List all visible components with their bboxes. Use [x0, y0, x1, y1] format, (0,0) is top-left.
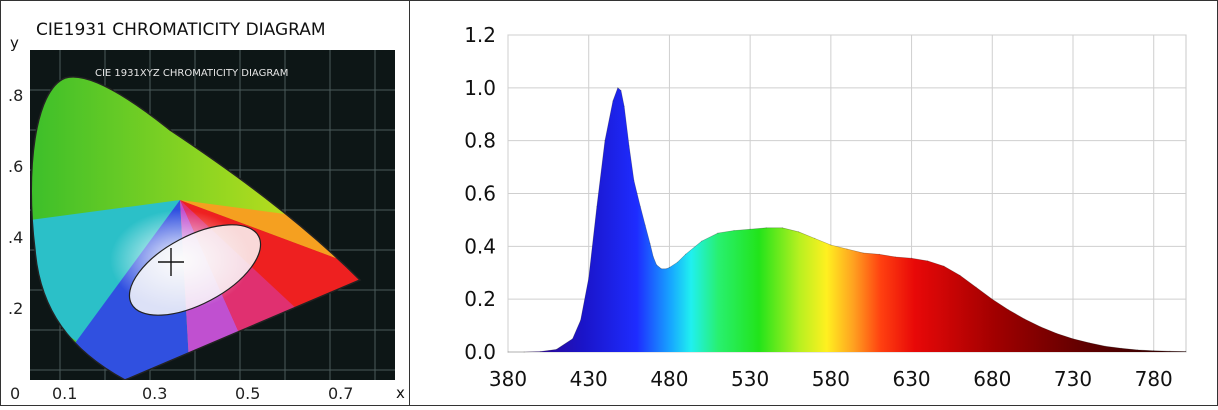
spectrum-point: [1153, 350, 1155, 352]
y-tick-label: 0.4: [464, 234, 496, 258]
spectrum-point: [797, 231, 800, 233]
cie-y-tick: .2: [8, 299, 24, 318]
white-region: [128, 224, 262, 316]
spectrum-point: [1120, 347, 1123, 349]
spectrum-point: [649, 243, 651, 245]
spectrum-point: [588, 277, 590, 279]
spectrum-point: [991, 298, 993, 300]
spectrum-point: [1040, 326, 1042, 328]
x-tick-label: 430: [570, 367, 608, 391]
spectrum-point: [1007, 309, 1010, 311]
spectrum-point: [1169, 350, 1171, 352]
x-tick-label: 780: [1135, 367, 1173, 391]
spectrum-point: [639, 206, 641, 208]
spectrum-point: [612, 100, 614, 102]
panel-divider: [409, 0, 410, 406]
spectrum-point: [765, 227, 767, 229]
spectrum-point: [580, 319, 582, 321]
chromaticity-svg: CIE 1931XYZ CHROMATICITY DIAGRAM: [30, 50, 395, 380]
spectrum-point: [633, 179, 635, 181]
spectrum-point: [676, 261, 679, 263]
spectrum-point: [846, 248, 848, 250]
x-tick-label: 680: [973, 367, 1011, 391]
spectrum-point: [620, 89, 622, 92]
spectrum-axis-layer: 0.0 0.2 0.4 0.6 0.8 1.0 1.2 380 430 480 530 580 630 6…: [464, 23, 1173, 391]
spectrum-point: [660, 268, 662, 270]
spectrum-chart: 0.0 0.2 0.4 0.6 0.8 1.0 1.2 380 430 480 530 580 630 6…: [464, 23, 1187, 391]
spectrum-point: [668, 266, 671, 269]
spectrum-point: [717, 232, 719, 234]
x-tick-label: 730: [1054, 367, 1092, 391]
cie-x-tick: 0.3: [142, 384, 168, 403]
spectrum-point: [571, 338, 574, 340]
y-tick-label: 1.0: [464, 76, 496, 100]
spectrum-point: [644, 224, 646, 226]
cie-inner-title: CIE 1931XYZ CHROMATICITY DIAGRAM: [95, 68, 288, 79]
cie-y-tick: .4: [8, 228, 24, 247]
spectrum-point: [1185, 350, 1187, 353]
y-tick-label: 1.2: [464, 23, 496, 47]
spectrum-line: [508, 87, 1187, 353]
spectrum-point: [910, 257, 913, 259]
spectrum-point: [862, 252, 864, 254]
spectrum-point: [539, 350, 541, 353]
cie-x-tick: 0: [10, 384, 21, 403]
x-tick-label: 380: [489, 367, 527, 391]
spectrum-point: [1136, 349, 1139, 351]
spectrum-point: [596, 206, 598, 208]
spectrum-point: [623, 105, 625, 107]
x-tick-label: 530: [731, 367, 769, 391]
cie-y-tick: .6: [8, 157, 24, 176]
spectrum-panel: 0.0 0.2 0.4 0.6 0.8 1.0 1.2 380 430 480 530 580 630 6…: [410, 0, 1218, 406]
spectrum-point: [878, 253, 880, 255]
spectrum-point: [701, 240, 703, 242]
spectrum-point: [523, 351, 525, 353]
spectrum-point: [1088, 342, 1090, 344]
spectrum-point: [830, 244, 832, 246]
y-tick-label: 0.6: [464, 182, 496, 206]
spectrum-area: [508, 87, 1186, 353]
spectrum-point: [652, 256, 654, 258]
spectrum-point: [665, 268, 667, 270]
cie-diagram-panel: CIE1931 CHROMATICITY DIAGRAM y x .8 .6 .…: [0, 0, 409, 406]
spectrum-point: [814, 237, 816, 240]
white-point-marker: [158, 248, 184, 276]
spectral-locus-outline: [30, 76, 362, 380]
spectrum-point: [1072, 338, 1074, 340]
chromaticity-image: CIE 1931XYZ CHROMATICITY DIAGRAM: [30, 50, 395, 380]
spectrum-point: [943, 265, 945, 267]
cie-x-axis-label: x: [396, 384, 405, 402]
cie-y-axis-label: y: [10, 34, 19, 52]
spectrum-point: [781, 227, 784, 229]
y-tick-label: 0.8: [464, 129, 496, 153]
spectrum-point: [975, 286, 977, 288]
spectrum-point: [617, 87, 619, 89]
spectrum-point: [927, 260, 929, 262]
spectrum-point: [655, 264, 658, 266]
spectrum-point: [636, 192, 638, 195]
spectrum-point: [684, 253, 687, 255]
cie-x-tick: 0.1: [52, 384, 78, 403]
spectrum-point: [628, 145, 630, 147]
spectrum-point: [894, 256, 897, 258]
cie-x-tick: 0.7: [328, 384, 354, 403]
cie-y-tick: .8: [8, 86, 24, 105]
spectrum-point: [1023, 318, 1026, 320]
spectrum-point: [733, 229, 735, 232]
spectrum-area-layer: [507, 87, 1187, 353]
spectrum-point: [555, 348, 558, 350]
y-tick-label: 0.0: [464, 340, 496, 364]
spectrum-point: [959, 274, 961, 276]
spectrum-point: [604, 140, 606, 142]
spectrum-point: [1056, 332, 1058, 335]
x-tick-label: 480: [650, 367, 688, 391]
spectrum-point: [507, 351, 509, 353]
spectrum-point: [1104, 345, 1106, 347]
cie-x-tick: 0.5: [235, 384, 261, 403]
x-tick-label: 580: [812, 367, 850, 391]
spectrum-point: [749, 228, 751, 230]
y-tick-label: 0.2: [464, 287, 496, 311]
cie-diagram-title: CIE1931 CHROMATICITY DIAGRAM: [36, 20, 326, 40]
x-tick-label: 630: [892, 367, 930, 391]
